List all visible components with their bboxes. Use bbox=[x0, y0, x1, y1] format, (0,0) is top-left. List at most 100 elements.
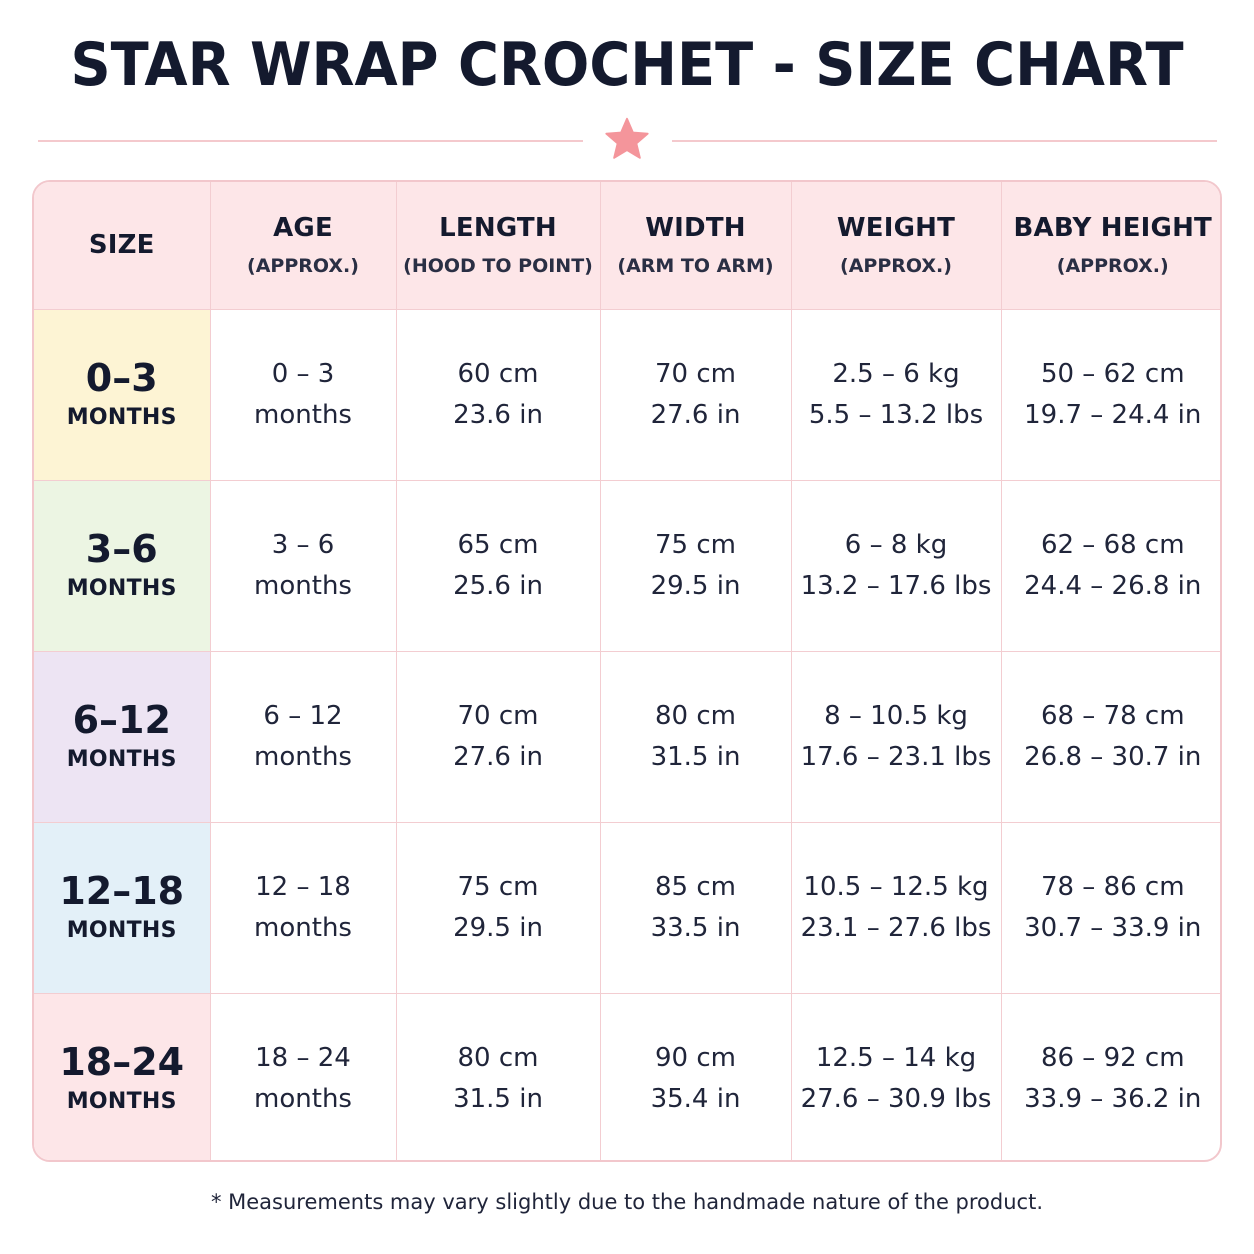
width-cm: 75 cm bbox=[655, 529, 736, 560]
age-range: 12 – 18 bbox=[255, 871, 351, 902]
length-in: 29.5 in bbox=[453, 912, 543, 943]
size-value: 12–18 bbox=[59, 869, 185, 914]
height-cell: 86 – 92 cm 33.9 – 36.2 in bbox=[1000, 992, 1220, 1160]
width-cell: 80 cm 31.5 in bbox=[599, 650, 792, 823]
width-cell: 85 cm 33.5 in bbox=[599, 821, 792, 994]
length-cell: 65 cm 25.6 in bbox=[395, 479, 601, 652]
size-value: 0–3 bbox=[85, 356, 158, 401]
table-row: 3–6 MONTHS 3 – 6 months 65 cm 25.6 in 75… bbox=[34, 479, 1220, 652]
size-value: 18–24 bbox=[59, 1040, 185, 1085]
age-range: 3 – 6 bbox=[271, 529, 335, 560]
header-length: LENGTH (HOOD TO POINT) bbox=[395, 182, 601, 310]
length-cm: 75 cm bbox=[457, 871, 539, 902]
footnote: * Measurements may vary slightly due to … bbox=[210, 1190, 1044, 1214]
weight-lbs: 17.6 – 23.1 lbs bbox=[800, 741, 992, 772]
length-cell: 75 cm 29.5 in bbox=[395, 821, 601, 994]
size-unit: MONTHS bbox=[66, 575, 177, 601]
weight-kg: 2.5 – 6 kg bbox=[832, 358, 960, 389]
age-range: 6 – 12 bbox=[263, 700, 343, 731]
height-cm: 62 – 68 cm bbox=[1040, 529, 1185, 560]
height-in: 33.9 – 36.2 in bbox=[1024, 1083, 1202, 1114]
divider-left bbox=[38, 140, 583, 142]
width-in: 35.4 in bbox=[650, 1083, 741, 1114]
size-chart-table: SIZE AGE (APPROX.) LENGTH (HOOD TO POINT… bbox=[32, 180, 1222, 1162]
size-cell: 6–12 MONTHS bbox=[34, 650, 211, 823]
height-cm: 50 – 62 cm bbox=[1040, 358, 1185, 389]
table-row: 12–18 MONTHS 12 – 18 months 75 cm 29.5 i… bbox=[34, 821, 1220, 994]
weight-cell: 12.5 – 14 kg 27.6 – 30.9 lbs bbox=[790, 992, 1002, 1160]
age-range: 0 – 3 bbox=[271, 358, 335, 389]
height-in: 30.7 – 33.9 in bbox=[1024, 912, 1202, 943]
table-row: 6–12 MONTHS 6 – 12 months 70 cm 27.6 in … bbox=[34, 650, 1220, 823]
header-length-label: LENGTH bbox=[439, 213, 557, 244]
header-baby-height-label: BABY HEIGHT bbox=[1013, 213, 1212, 244]
header-age-sub: (APPROX.) bbox=[247, 255, 359, 278]
header-length-sub: (HOOD TO POINT) bbox=[403, 255, 593, 278]
width-cell: 90 cm 35.4 in bbox=[599, 992, 792, 1160]
length-cell: 80 cm 31.5 in bbox=[395, 992, 601, 1160]
width-in: 27.6 in bbox=[650, 399, 741, 430]
height-cm: 78 – 86 cm bbox=[1040, 871, 1185, 902]
width-cell: 70 cm 27.6 in bbox=[599, 308, 792, 481]
size-unit: MONTHS bbox=[66, 1089, 177, 1115]
size-unit: MONTHS bbox=[66, 917, 177, 943]
weight-lbs: 23.1 – 27.6 lbs bbox=[800, 912, 992, 943]
table-row: 0–3 MONTHS 0 – 3 months 60 cm 23.6 in 70… bbox=[34, 308, 1220, 481]
age-cell: 12 – 18 months bbox=[209, 821, 397, 994]
age-cell: 0 – 3 months bbox=[209, 308, 397, 481]
height-cell: 78 – 86 cm 30.7 – 33.9 in bbox=[1000, 821, 1220, 994]
length-in: 25.6 in bbox=[453, 570, 543, 601]
weight-cell: 10.5 – 12.5 kg 23.1 – 27.6 lbs bbox=[790, 821, 1002, 994]
star-icon bbox=[605, 117, 649, 159]
age-range: 18 – 24 bbox=[255, 1042, 351, 1073]
width-in: 33.5 in bbox=[650, 912, 741, 943]
header-age: AGE (APPROX.) bbox=[209, 182, 397, 310]
size-cell: 18–24 MONTHS bbox=[34, 992, 211, 1160]
width-cm: 70 cm bbox=[655, 358, 736, 389]
width-in: 31.5 in bbox=[650, 741, 741, 772]
height-cell: 68 – 78 cm 26.8 – 30.7 in bbox=[1000, 650, 1220, 823]
width-cell: 75 cm 29.5 in bbox=[599, 479, 792, 652]
weight-kg: 8 – 10.5 kg bbox=[824, 700, 968, 731]
weight-lbs: 13.2 – 17.6 lbs bbox=[800, 570, 992, 601]
header-width-sub: (ARM TO ARM) bbox=[617, 255, 774, 278]
length-in: 27.6 in bbox=[453, 741, 543, 772]
age-unit: months bbox=[254, 570, 352, 601]
age-unit: months bbox=[254, 912, 352, 943]
height-in: 26.8 – 30.7 in bbox=[1024, 741, 1202, 772]
table-row: 18–24 MONTHS 18 – 24 months 80 cm 31.5 i… bbox=[34, 992, 1220, 1160]
age-unit: months bbox=[254, 1083, 352, 1114]
size-value: 6–12 bbox=[72, 698, 171, 743]
weight-kg: 12.5 – 14 kg bbox=[815, 1042, 977, 1073]
header-size-label: SIZE bbox=[88, 230, 155, 261]
height-cm: 68 – 78 cm bbox=[1040, 700, 1185, 731]
height-in: 24.4 – 26.8 in bbox=[1024, 570, 1202, 601]
page-title: STAR WRAP CROCHET - SIZE CHART bbox=[70, 30, 1184, 100]
age-cell: 18 – 24 months bbox=[209, 992, 397, 1160]
header-weight-label: WEIGHT bbox=[836, 213, 956, 244]
size-cell: 12–18 MONTHS bbox=[34, 821, 211, 994]
length-cm: 60 cm bbox=[457, 358, 539, 389]
width-in: 29.5 in bbox=[650, 570, 741, 601]
length-in: 23.6 in bbox=[453, 399, 543, 430]
height-in: 19.7 – 24.4 in bbox=[1024, 399, 1202, 430]
weight-kg: 10.5 – 12.5 kg bbox=[803, 871, 989, 902]
width-cm: 85 cm bbox=[655, 871, 736, 902]
size-value: 3–6 bbox=[85, 527, 158, 572]
length-cm: 70 cm bbox=[457, 700, 539, 731]
weight-cell: 8 – 10.5 kg 17.6 – 23.1 lbs bbox=[790, 650, 1002, 823]
weight-cell: 2.5 – 6 kg 5.5 – 13.2 lbs bbox=[790, 308, 1002, 481]
size-unit: MONTHS bbox=[66, 404, 177, 430]
weight-cell: 6 – 8 kg 13.2 – 17.6 lbs bbox=[790, 479, 1002, 652]
height-cell: 50 – 62 cm 19.7 – 24.4 in bbox=[1000, 308, 1220, 481]
size-cell: 0–3 MONTHS bbox=[34, 308, 211, 481]
header-age-label: AGE bbox=[273, 213, 333, 244]
header-weight-sub: (APPROX.) bbox=[840, 255, 952, 278]
weight-kg: 6 – 8 kg bbox=[844, 529, 948, 560]
size-cell: 3–6 MONTHS bbox=[34, 479, 211, 652]
length-cell: 60 cm 23.6 in bbox=[395, 308, 601, 481]
header-width: WIDTH (ARM TO ARM) bbox=[599, 182, 792, 310]
length-cell: 70 cm 27.6 in bbox=[395, 650, 601, 823]
length-cm: 65 cm bbox=[457, 529, 539, 560]
length-cm: 80 cm bbox=[457, 1042, 539, 1073]
